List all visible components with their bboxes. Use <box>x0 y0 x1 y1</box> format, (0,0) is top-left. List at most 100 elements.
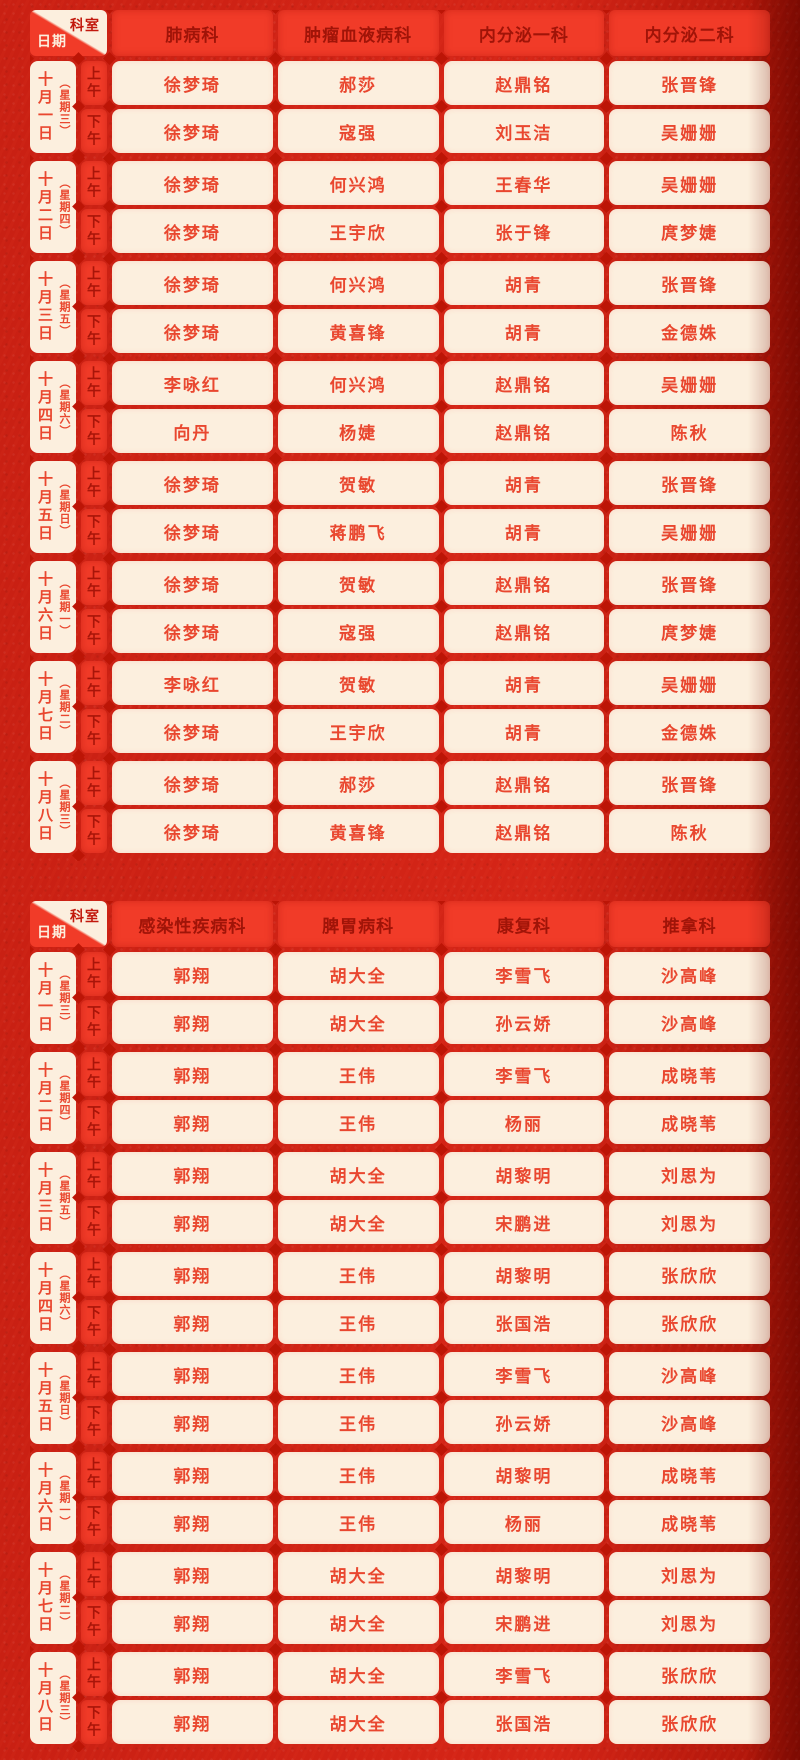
staff-cell: 张晋锋 <box>609 461 770 505</box>
staff-cell: 胡青 <box>443 661 605 705</box>
staff-cell: 刘思为 <box>609 1152 770 1196</box>
staff-cell: 徐梦琦 <box>112 461 273 505</box>
staff-cell: 寇强 <box>277 609 439 653</box>
period-label-am: 上午 <box>81 761 107 805</box>
staff-cell: 张欣欣 <box>609 1652 770 1696</box>
staff-cell: 徐梦琦 <box>112 309 273 353</box>
day-block: 十月六日 （星期一） 上午 徐梦琦 贺敏 赵鼎铭 张晋锋 下午 徐梦琦 寇强 赵鼎铭 庹梦婕 <box>30 561 770 653</box>
date-label: 十月七日 <box>36 1562 53 1634</box>
department-header: 推拿科 <box>609 901 770 947</box>
staff-cell: 郭翔 <box>112 952 273 996</box>
staff-cell: 金德姝 <box>609 709 770 753</box>
date-label: 十月四日 <box>36 371 53 443</box>
staff-cell: 王春华 <box>443 161 605 205</box>
period-label-am: 上午 <box>81 1652 107 1696</box>
date-label: 十月七日 <box>36 671 53 743</box>
staff-cell: 郭翔 <box>112 1700 273 1744</box>
staff-cell: 王宇欣 <box>277 209 439 253</box>
staff-cell: 徐梦琦 <box>112 761 273 805</box>
date-cell: 十月二日 （星期四） <box>30 161 76 253</box>
staff-cell: 徐梦琦 <box>112 609 273 653</box>
staff-cell: 李雪飞 <box>443 1052 605 1096</box>
department-header: 康复科 <box>443 901 605 947</box>
date-cell: 十月四日 （星期六） <box>30 361 76 453</box>
staff-cell: 沙高峰 <box>609 1352 770 1396</box>
period-label-pm: 下午 <box>81 709 107 753</box>
staff-cell: 庹梦婕 <box>609 209 770 253</box>
staff-cell: 吴姗姗 <box>609 361 770 405</box>
date-cell: 十月三日 （星期五） <box>30 1152 76 1244</box>
period-label-pm: 下午 <box>81 209 107 253</box>
date-cell: 十月一日 （星期三） <box>30 952 76 1044</box>
day-block: 十月二日 （星期四） 上午 徐梦琦 何兴鸿 王春华 吴姗姗 下午 徐梦琦 王宇欣 张于锋 庹梦婕 <box>30 161 770 253</box>
weekday-label: （星期六） <box>58 377 70 437</box>
day-block: 十月五日 （星期日） 上午 郭翔 王伟 李雪飞 沙高峰 下午 郭翔 王伟 孙云娇 沙高峰 <box>30 1352 770 1444</box>
staff-cell: 李雪飞 <box>443 1352 605 1396</box>
staff-cell: 沙高峰 <box>609 1400 770 1444</box>
staff-cell: 徐梦琦 <box>112 809 273 853</box>
period-label-pm: 下午 <box>81 1600 107 1644</box>
staff-cell: 杨丽 <box>443 1500 605 1544</box>
department-header: 内分泌二科 <box>609 10 770 56</box>
weekday-label: （星期四） <box>58 177 70 237</box>
staff-cell: 郝莎 <box>277 761 439 805</box>
staff-cell: 吴姗姗 <box>609 509 770 553</box>
staff-cell: 徐梦琦 <box>112 209 273 253</box>
period-label-am: 上午 <box>81 952 107 996</box>
staff-cell: 徐梦琦 <box>112 161 273 205</box>
corner-dept-label: 科室 <box>70 908 100 924</box>
date-cell: 十月三日 （星期五） <box>30 261 76 353</box>
period-label-pm: 下午 <box>81 109 107 153</box>
staff-cell: 赵鼎铭 <box>443 761 605 805</box>
period-label-pm: 下午 <box>81 509 107 553</box>
staff-cell: 黄喜锋 <box>277 309 439 353</box>
staff-cell: 郭翔 <box>112 1300 273 1344</box>
date-label: 十月一日 <box>36 962 53 1034</box>
date-cell: 十月二日 （星期四） <box>30 1052 76 1144</box>
staff-cell: 刘思为 <box>609 1552 770 1596</box>
corner-cell: 科室 日期 <box>30 10 107 56</box>
staff-cell: 成晓苇 <box>609 1500 770 1544</box>
staff-cell: 胡大全 <box>277 1200 439 1244</box>
staff-cell: 郭翔 <box>112 1352 273 1396</box>
staff-cell: 刘玉洁 <box>443 109 605 153</box>
date-cell: 十月六日 （星期一） <box>30 1452 76 1544</box>
staff-cell: 胡大全 <box>277 1652 439 1696</box>
weekday-label: （星期五） <box>58 277 70 337</box>
staff-cell: 胡大全 <box>277 1152 439 1196</box>
staff-cell: 成晓苇 <box>609 1100 770 1144</box>
period-label-pm: 下午 <box>81 1200 107 1244</box>
weekday-label: （星期三） <box>58 968 70 1028</box>
period-label-am: 上午 <box>81 261 107 305</box>
corner-dept-label: 科室 <box>70 17 100 33</box>
date-label: 十月六日 <box>36 571 53 643</box>
staff-cell: 沙高峰 <box>609 952 770 996</box>
department-header: 感染性疾病科 <box>112 901 273 947</box>
staff-cell: 刘思为 <box>609 1600 770 1644</box>
day-block: 十月一日 （星期三） 上午 徐梦琦 郝莎 赵鼎铭 张晋锋 下午 徐梦琦 寇强 刘玉洁 吴姗姗 <box>30 61 770 153</box>
staff-cell: 郭翔 <box>112 1052 273 1096</box>
date-label: 十月六日 <box>36 1462 53 1534</box>
staff-cell: 徐梦琦 <box>112 261 273 305</box>
staff-cell: 郭翔 <box>112 1600 273 1644</box>
staff-cell: 王伟 <box>277 1300 439 1344</box>
department-header: 脾胃病科 <box>277 901 439 947</box>
weekday-label: （星期一） <box>58 577 70 637</box>
staff-cell: 成晓苇 <box>609 1452 770 1496</box>
date-cell: 十月五日 （星期日） <box>30 1352 76 1444</box>
staff-cell: 胡青 <box>443 709 605 753</box>
staff-cell: 胡黎明 <box>443 1252 605 1296</box>
date-label: 十月二日 <box>36 1062 53 1134</box>
staff-cell: 赵鼎铭 <box>443 561 605 605</box>
staff-cell: 贺敏 <box>277 561 439 605</box>
period-label-am: 上午 <box>81 161 107 205</box>
staff-cell: 陈秋 <box>609 409 770 453</box>
weekday-label: （星期六） <box>58 1268 70 1328</box>
staff-cell: 寇强 <box>277 109 439 153</box>
date-label: 十月二日 <box>36 171 53 243</box>
period-label-pm: 下午 <box>81 1400 107 1444</box>
date-cell: 十月八日 （星期三） <box>30 761 76 853</box>
staff-cell: 郭翔 <box>112 1652 273 1696</box>
staff-cell: 胡大全 <box>277 1700 439 1744</box>
